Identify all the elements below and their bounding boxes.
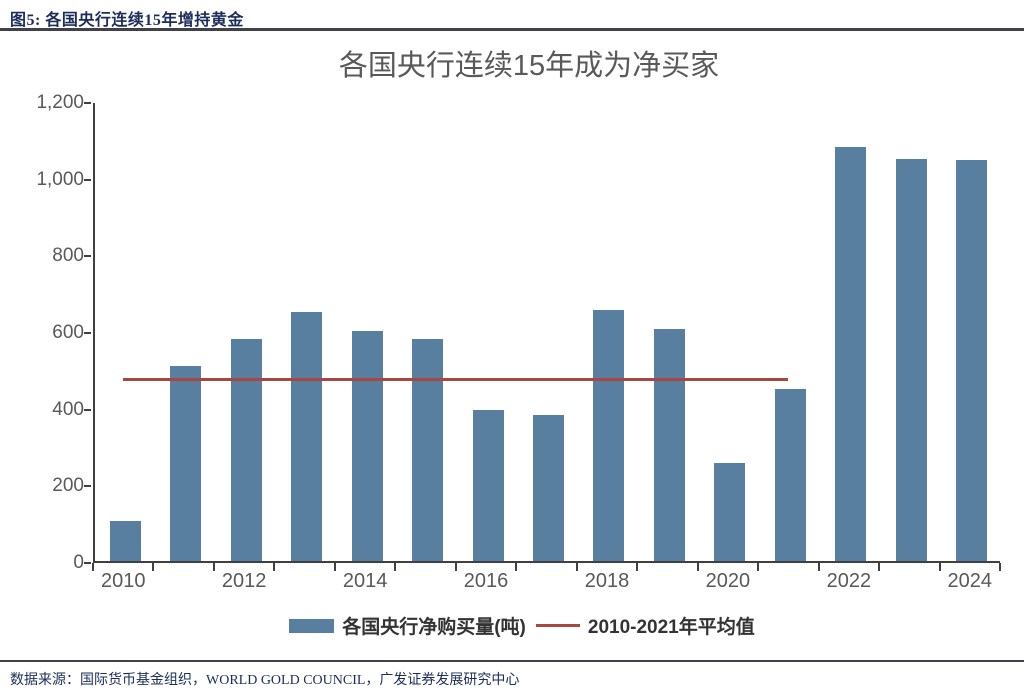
bar-2024 [956,160,988,561]
y-axis-tick [84,102,91,104]
y-axis-tick [84,332,91,334]
y-axis-label: 0 [73,552,84,573]
x-axis-tick [575,563,578,571]
bar-2022 [835,147,867,561]
x-axis-label: 2010 [100,570,146,592]
bar-2017 [533,415,564,561]
bar-2012 [230,338,262,561]
x-axis-tick [273,563,276,571]
x-axis-label: 2018 [584,570,630,592]
average-line-swatch [535,624,580,627]
bar-2011 [170,365,202,561]
bar-2020 [714,463,746,561]
x-axis-tick [999,563,1001,571]
x-axis-tick [757,563,760,571]
bar-2018 [593,309,625,561]
x-axis-label: 2024 [947,570,993,592]
x-axis-tick [696,563,699,571]
x-axis-tick [454,563,457,571]
bar-2010 [109,520,141,561]
bar-2021 [774,388,806,561]
x-axis-tick [515,563,518,571]
y-axis-label: 1,000 [36,168,84,190]
bar-series-swatch [289,618,335,633]
x-axis-tick [938,563,941,571]
x-axis-tick [152,563,155,571]
bar-2016 [472,409,504,561]
y-axis-tick [84,255,91,258]
bar-2023 [895,158,927,561]
header-rule [0,28,1024,31]
average-line [123,377,789,381]
y-axis-label: 800 [52,245,84,267]
legend: 各国央行净购买量(吨) 2010-2021年平均值 [0,612,1024,639]
x-axis-label: 2014 [342,570,388,592]
x-axis-tick [394,563,397,571]
y-axis-tick [84,178,91,181]
x-axis-tick [92,563,94,571]
chart-title: 各国央行连续15年成为净买家 [338,50,720,82]
y-axis-tick [84,562,91,564]
x-axis-tick [817,563,820,571]
bar-2014 [351,331,383,561]
x-axis-tick [878,563,881,571]
y-axis-tick [84,485,91,488]
legend-item-average-line: 2010-2021年平均值 [535,612,755,639]
y-axis-label: 1,200 [36,92,84,113]
x-axis-label: 2020 [705,570,751,592]
x-axis-label: 2022 [826,570,872,592]
bar-2013 [291,311,323,561]
x-axis-label: 2016 [463,570,509,592]
y-axis-label: 200 [52,475,84,497]
x-axis-tick [212,563,215,571]
legend-label-bars: 各国央行净购买量(吨) [342,617,526,638]
bar-2015 [412,338,444,561]
x-axis-tick [333,563,336,571]
y-axis-tick [84,408,91,411]
footer-rule [0,660,1024,662]
plot-area [93,103,1000,563]
x-axis-label: 2012 [221,570,267,592]
legend-label-average-line: 2010-2021年平均值 [587,617,755,638]
y-axis-label: 400 [52,398,84,420]
y-axis-label: 600 [52,322,84,343]
bar-2019 [653,329,685,561]
data-source: 数据来源：国际货币基金组织，WORLD GOLD COUNCIL，广发证券发展研… [10,673,520,688]
x-axis-tick [636,563,639,571]
legend-item-bars: 各国央行净购买量(吨) [289,612,526,639]
figure-caption: 图5: 各国央行连续15年增持黄金 [10,12,244,29]
